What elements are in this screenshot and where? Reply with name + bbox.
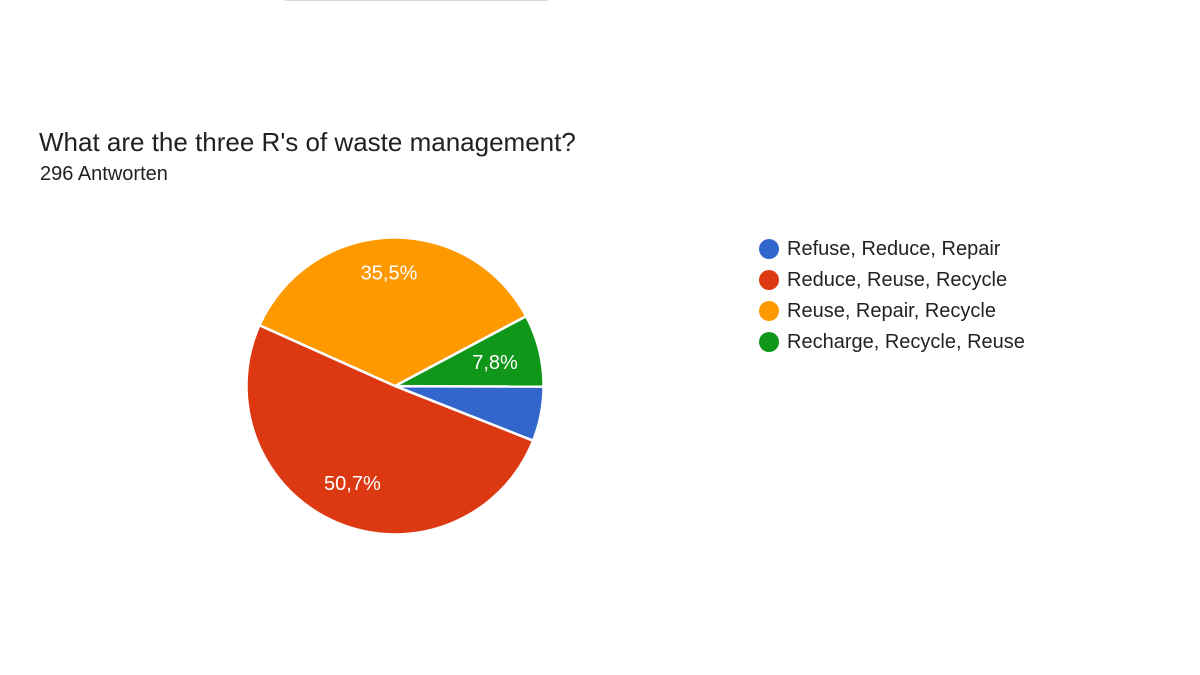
svg-text:35,5%: 35,5% [361, 263, 418, 285]
svg-text:7,8%: 7,8% [472, 352, 518, 374]
svg-text:50,7%: 50,7% [324, 473, 381, 495]
